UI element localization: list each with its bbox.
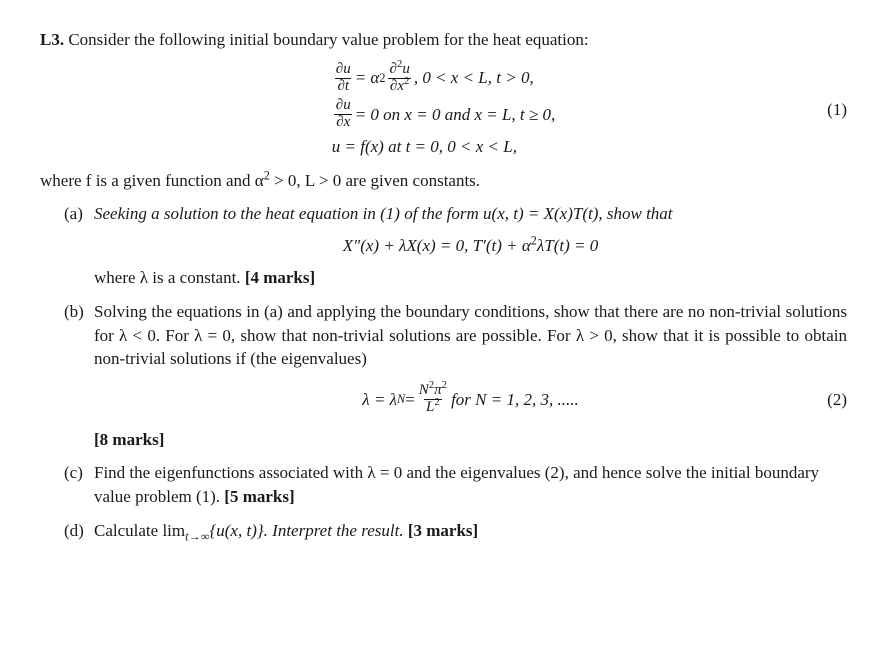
eq1-line3: u = f(x) at t = 0, 0 < x < L,	[332, 135, 517, 159]
eq1-tag: (1)	[827, 98, 847, 122]
problem-where: where f is a given function and α2 > 0, …	[40, 169, 847, 193]
part-a-text1: Seeking a solution to the heat equation …	[94, 202, 847, 226]
eq1-dudt: ∂u ∂t	[334, 62, 353, 95]
part-a-label: (a)	[64, 202, 94, 289]
part-a-marks: [4 marks]	[245, 268, 315, 287]
part-b-text1: Solving the equations in (a) and applyin…	[94, 300, 847, 371]
eq1-line1: ∂u ∂t = α2 ∂2u ∂x2 , 0 < x < L, t > 0,	[332, 62, 534, 95]
equation-1: ∂u ∂t = α2 ∂2u ∂x2 , 0 < x < L, t > 0, ∂…	[40, 62, 847, 159]
part-d-marks: [3 marks]	[408, 521, 478, 540]
part-d-text1: Calculate lim	[94, 521, 185, 540]
problem-label: L3.	[40, 30, 64, 49]
problem-intro-text: Consider the following initial boundary …	[68, 30, 588, 49]
eq2-content: λ = λN = N2π2 L2 for N = 1, 2, 3, .....	[362, 383, 578, 416]
eq1-line2: ∂u ∂x = 0 on x = 0 and x = L, t ≥ 0,	[332, 98, 555, 131]
part-c-label: (c)	[64, 461, 94, 509]
equation-2: λ = λN = N2π2 L2 for N = 1, 2, 3, ..... …	[94, 383, 847, 416]
eq1-dudx: ∂u ∂x	[334, 98, 353, 131]
part-c-marks: [5 marks]	[224, 487, 294, 506]
part-d-text2: {u(x, t)}. Interpret the result.	[209, 521, 407, 540]
part-b-label: (b)	[64, 300, 94, 452]
eq2-frac: N2π2 L2	[417, 383, 449, 416]
part-c-text: Find the eigenfunctions associated with …	[94, 463, 819, 506]
part-d-body: Calculate limt→∞{u(x, t)}. Interpret the…	[94, 519, 847, 543]
problem-intro: L3. Consider the following initial bound…	[40, 28, 847, 52]
part-b-body: Solving the equations in (a) and applyin…	[94, 300, 847, 452]
part-d-label: (d)	[64, 519, 94, 543]
part-a: (a) Seeking a solution to the heat equat…	[64, 202, 847, 289]
part-b: (b) Solving the equations in (a) and app…	[64, 300, 847, 452]
part-d: (d) Calculate limt→∞{u(x, t)}. Interpret…	[64, 519, 847, 543]
eq1-d2udx2: ∂2u ∂x2	[387, 62, 411, 95]
equation-1-lines: ∂u ∂t = α2 ∂2u ∂x2 , 0 < x < L, t > 0, ∂…	[332, 62, 555, 159]
part-a-text2: where λ is a constant. [4 marks]	[94, 266, 847, 290]
part-c: (c) Find the eigenfunctions associated w…	[64, 461, 847, 509]
part-d-sub: t→∞	[185, 529, 209, 543]
eq2-tag: (2)	[827, 388, 847, 412]
part-c-body: Find the eigenfunctions associated with …	[94, 461, 847, 509]
part-b-marks: [8 marks]	[94, 428, 847, 452]
part-a-body: Seeking a solution to the heat equation …	[94, 202, 847, 289]
part-a-eq: X″(x) + λX(x) = 0, T′(t) + α2λT(t) = 0	[94, 234, 847, 258]
